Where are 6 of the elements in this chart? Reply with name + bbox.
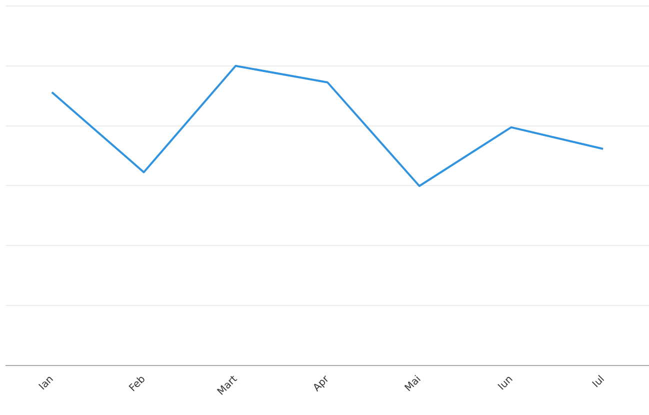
x-tick-label: Apr [311,373,332,394]
x-tick-label: Mai [403,374,424,394]
x-tick-label: Iul [590,374,608,390]
x-tick-label: Feb [127,374,148,394]
x-tick-label: Iun [496,374,516,393]
x-tick-label: Ian [37,374,56,393]
